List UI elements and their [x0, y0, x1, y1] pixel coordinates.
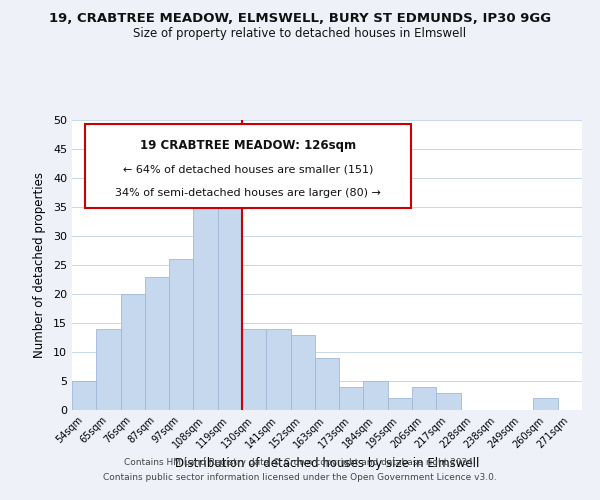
Bar: [242, 329, 266, 410]
Bar: [96, 329, 121, 410]
Bar: [315, 358, 339, 410]
Bar: [266, 329, 290, 410]
Bar: [121, 294, 145, 410]
X-axis label: Distribution of detached houses by size in Elmswell: Distribution of detached houses by size …: [175, 456, 479, 469]
Y-axis label: Number of detached properties: Number of detached properties: [33, 172, 46, 358]
Bar: [364, 381, 388, 410]
Text: ← 64% of detached houses are smaller (151): ← 64% of detached houses are smaller (15…: [123, 165, 373, 175]
Text: 19 CRABTREE MEADOW: 126sqm: 19 CRABTREE MEADOW: 126sqm: [140, 139, 356, 152]
Text: Contains public sector information licensed under the Open Government Licence v3: Contains public sector information licen…: [103, 473, 497, 482]
Text: Contains HM Land Registry data © Crown copyright and database right 2024.: Contains HM Land Registry data © Crown c…: [124, 458, 476, 467]
Bar: [145, 276, 169, 410]
Bar: [388, 398, 412, 410]
Bar: [290, 334, 315, 410]
Bar: [72, 381, 96, 410]
Bar: [339, 387, 364, 410]
Bar: [169, 259, 193, 410]
Bar: [193, 184, 218, 410]
Bar: [533, 398, 558, 410]
Bar: [218, 184, 242, 410]
Text: Size of property relative to detached houses in Elmswell: Size of property relative to detached ho…: [133, 28, 467, 40]
Text: 34% of semi-detached houses are larger (80) →: 34% of semi-detached houses are larger (…: [115, 188, 381, 198]
Text: 19, CRABTREE MEADOW, ELMSWELL, BURY ST EDMUNDS, IP30 9GG: 19, CRABTREE MEADOW, ELMSWELL, BURY ST E…: [49, 12, 551, 26]
Bar: [412, 387, 436, 410]
Bar: [436, 392, 461, 410]
FancyBboxPatch shape: [85, 124, 411, 208]
